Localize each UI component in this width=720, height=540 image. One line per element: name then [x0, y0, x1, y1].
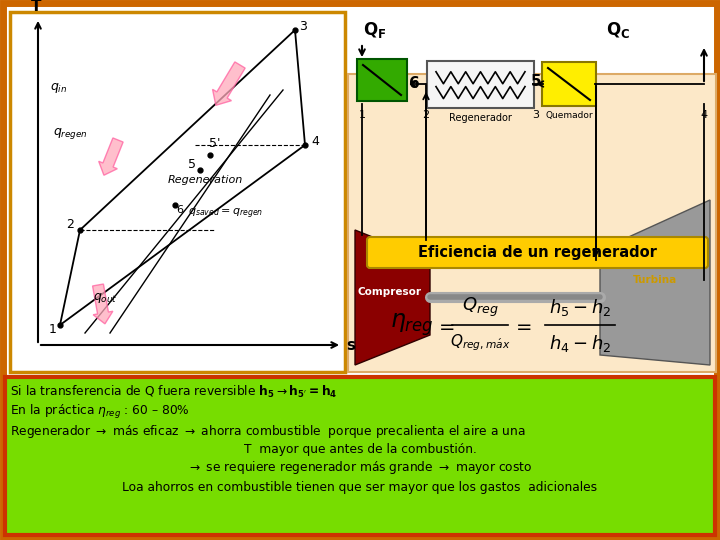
FancyBboxPatch shape: [357, 59, 407, 101]
Text: Regenerador $\rightarrow$ más eficaz $\rightarrow$ ahorra combustible  porque pr: Regenerador $\rightarrow$ más eficaz $\r…: [10, 423, 526, 441]
Text: $q_{saved} = q_{regen}$: $q_{saved} = q_{regen}$: [188, 206, 264, 221]
Text: $q_{out}$: $q_{out}$: [93, 291, 117, 305]
Text: Eficiencia de un regenerador: Eficiencia de un regenerador: [418, 245, 657, 260]
Text: 3: 3: [299, 20, 307, 33]
Text: 4: 4: [311, 135, 319, 148]
Text: Regenerador: Regenerador: [449, 113, 512, 123]
FancyBboxPatch shape: [542, 62, 596, 106]
Text: $Q_{reg,m\acute{a}x}$: $Q_{reg,m\acute{a}x}$: [450, 333, 510, 353]
FancyBboxPatch shape: [10, 12, 345, 372]
FancyArrow shape: [99, 138, 123, 175]
Text: 1: 1: [359, 110, 366, 120]
FancyBboxPatch shape: [5, 377, 715, 535]
Text: $q_{in}$: $q_{in}$: [50, 81, 67, 95]
Text: T: T: [31, 0, 41, 14]
Polygon shape: [600, 200, 710, 365]
Text: 5: 5: [188, 158, 196, 171]
Text: 2: 2: [423, 110, 430, 120]
FancyArrow shape: [212, 62, 245, 105]
Text: Turbina: Turbina: [633, 275, 677, 285]
Text: 4: 4: [701, 110, 708, 120]
FancyArrow shape: [93, 284, 113, 324]
FancyBboxPatch shape: [367, 237, 708, 268]
Text: En la práctica $\eta_{reg}$ : 60 – 80%: En la práctica $\eta_{reg}$ : 60 – 80%: [10, 403, 190, 421]
Text: 6: 6: [176, 205, 184, 215]
Text: Loa ahorros en combustible tienen que ser mayor que los gastos  adicionales: Loa ahorros en combustible tienen que se…: [122, 482, 598, 495]
Text: $q_{regen}$: $q_{regen}$: [53, 126, 88, 141]
Text: $\rightarrow$ se requiere regenerador más grande $\rightarrow$ mayor costo: $\rightarrow$ se requiere regenerador má…: [187, 460, 533, 476]
Text: 3: 3: [533, 110, 539, 120]
FancyBboxPatch shape: [3, 3, 717, 537]
Text: Si la transferencia de Q fuera reversible $\mathbf{h_5} \rightarrow \mathbf{h_{5: Si la transferencia de Q fuera reversibl…: [10, 384, 338, 400]
Text: 1: 1: [49, 323, 57, 336]
Text: 2: 2: [66, 218, 74, 231]
Text: T  mayor que antes de la combustión.: T mayor que antes de la combustión.: [243, 443, 477, 456]
Text: $h_5 - h_2$: $h_5 - h_2$: [549, 296, 611, 318]
Text: $h_4 - h_2$: $h_4 - h_2$: [549, 333, 611, 354]
Text: $\mathbf{Q_C}$: $\mathbf{Q_C}$: [606, 20, 630, 40]
Text: Compresor: Compresor: [358, 287, 422, 297]
Text: $\eta_{reg}$: $\eta_{reg}$: [390, 312, 433, 339]
Text: Regeneration: Regeneration: [168, 175, 243, 185]
FancyBboxPatch shape: [427, 61, 534, 108]
Polygon shape: [355, 230, 430, 365]
Text: Quemador: Quemador: [545, 111, 593, 120]
Text: $=$: $=$: [435, 315, 455, 334]
Text: $Q_{reg}$: $Q_{reg}$: [462, 295, 498, 319]
Text: 5': 5': [210, 137, 221, 150]
FancyBboxPatch shape: [348, 74, 716, 372]
Text: 6: 6: [409, 77, 419, 91]
Text: $\mathbf{Q_F}$: $\mathbf{Q_F}$: [364, 20, 387, 40]
Text: s: s: [346, 338, 355, 353]
Text: $=$: $=$: [512, 315, 532, 334]
Text: 5: 5: [531, 75, 541, 90]
